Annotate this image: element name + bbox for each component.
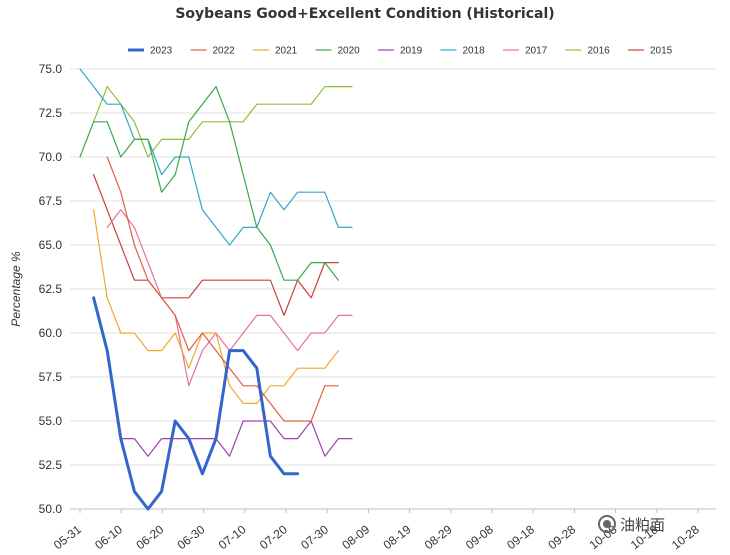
y-tick-label: 57.5 [39,370,63,384]
x-tick-label: 08-29 [422,522,455,552]
y-tick-label: 70.0 [39,150,63,164]
legend-item-2017[interactable]: 2017 [503,46,548,57]
chart-title: Soybeans Good+Excellent Condition (Histo… [175,6,555,22]
legend-label: 2021 [275,46,298,57]
series-line-2023 [92,296,300,511]
y-tick-label: 62.5 [39,282,63,296]
series-line-2018 [79,68,353,246]
x-tick-label: 08-19 [381,522,414,552]
y-tick-label: 55.0 [39,414,63,428]
series-line-2020 [79,85,339,281]
y-axis-label: Percentage % [9,251,23,327]
legend-label: 2020 [338,46,361,57]
series-line-2019 [120,420,353,457]
x-tick-label: 09-18 [504,522,537,552]
series-lines [79,68,353,511]
watermark: 油粕面 [598,512,718,536]
y-tick-label: 52.5 [39,458,63,472]
legend-item-2023[interactable]: 2023 [128,46,173,57]
legend[interactable]: 2023 2022 2021 2020 2019 2018 2017 2016 2015 [128,46,673,57]
legend-item-2022[interactable]: 2022 [190,46,236,57]
legend-item-2019[interactable]: 2019 [378,46,423,57]
watermark-text: 油粕面 [620,515,666,534]
legend-label: 2023 [150,46,173,57]
x-tick-label: 07-20 [257,522,290,552]
y-tick-label: 65.0 [39,238,63,252]
legend-label: 2015 [650,46,673,57]
grid-lines [70,68,716,510]
x-tick-label: 06-10 [92,522,125,552]
x-tick-label: 07-30 [298,522,331,552]
wechat-icon [598,515,616,533]
legend-label: 2022 [213,46,236,57]
x-tick-label: 09-08 [463,522,496,552]
y-tick-label: 75.0 [39,62,63,76]
x-tick-label: 06-30 [175,522,208,552]
x-tick-label: 05-31 [51,522,84,552]
x-tick-label: 06-20 [133,522,166,552]
x-tick-label: 09-28 [545,522,578,552]
legend-item-2021[interactable]: 2021 [253,46,298,57]
y-tick-label: 72.5 [39,106,63,120]
legend-item-2015[interactable]: 2015 [628,46,673,57]
y-tick-label: 67.5 [39,194,63,208]
legend-label: 2018 [463,46,486,57]
x-tick-label: 07-10 [216,522,249,552]
legend-item-2020[interactable]: 2020 [315,46,361,57]
legend-label: 2016 [588,46,611,57]
y-tick-label: 60.0 [39,326,63,340]
series-line-2022 [106,156,339,422]
series-line-2016 [92,85,353,158]
legend-label: 2017 [525,46,548,57]
legend-item-2016[interactable]: 2016 [565,46,611,57]
x-tick-label: 08-09 [339,522,372,552]
legend-label: 2019 [400,46,423,57]
legend-item-2018[interactable]: 2018 [440,46,486,57]
series-line-2021 [92,209,339,404]
y-tick-label: 50.0 [39,502,63,516]
